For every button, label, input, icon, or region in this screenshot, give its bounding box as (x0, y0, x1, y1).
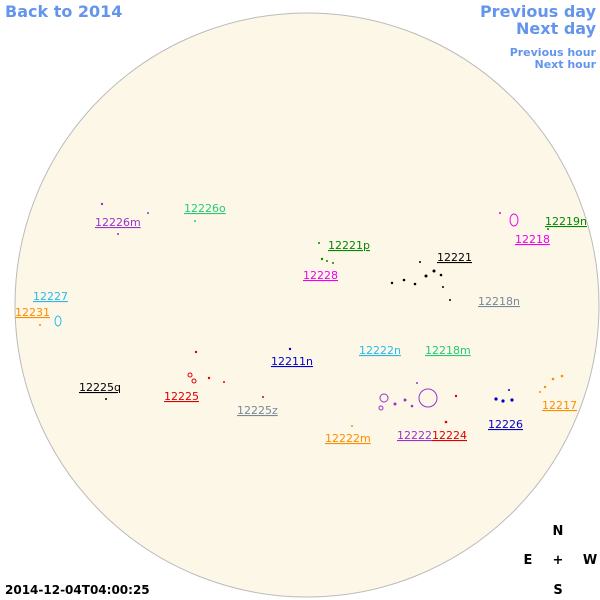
region-label[interactable]: 12226 (488, 418, 523, 431)
region-label[interactable]: 12225z (237, 404, 278, 417)
compass-north: N (553, 524, 564, 539)
region-label[interactable]: 12228 (303, 269, 338, 282)
region-label[interactable]: 12221p (328, 239, 370, 252)
previous-day-link[interactable]: Previous day (480, 2, 597, 21)
region-label[interactable]: 12217 (542, 399, 577, 412)
region-label[interactable]: 12222m (325, 432, 371, 445)
region-label[interactable]: 12231 (15, 306, 50, 319)
region-label[interactable]: 12226o (184, 202, 226, 215)
compass-west: W (583, 553, 597, 568)
compass-south: S (553, 583, 562, 598)
solar-disk (14, 12, 600, 598)
timestamp: 2014-12-04T04:00:25 (5, 583, 150, 597)
region-label[interactable]: 12222n (359, 344, 401, 357)
compass-center: + (553, 553, 564, 568)
region-label[interactable]: 12225 (164, 390, 199, 403)
region-label[interactable]: 12211n (271, 355, 313, 368)
region-label[interactable]: 12224 (432, 429, 467, 442)
previous-hour-link[interactable]: Previous hour (510, 46, 597, 59)
region-label[interactable]: 12225q (79, 381, 121, 394)
region-label[interactable]: 12218m (425, 344, 471, 357)
next-hour-link[interactable]: Next hour (535, 58, 597, 71)
region-label[interactable]: 12218n (478, 295, 520, 308)
region-label[interactable]: 12226m (95, 216, 141, 229)
back-link[interactable]: Back to 2014 (5, 2, 122, 21)
region-label[interactable]: 12219n (545, 215, 587, 228)
region-label[interactable]: 12227 (33, 290, 68, 303)
region-label[interactable]: 12221 (437, 251, 472, 264)
region-label[interactable]: 12218 (515, 233, 550, 246)
compass-east: E (524, 553, 533, 568)
next-day-link[interactable]: Next day (516, 19, 597, 38)
sunspots (39, 202, 564, 427)
region-label[interactable]: 12222 (397, 429, 432, 442)
